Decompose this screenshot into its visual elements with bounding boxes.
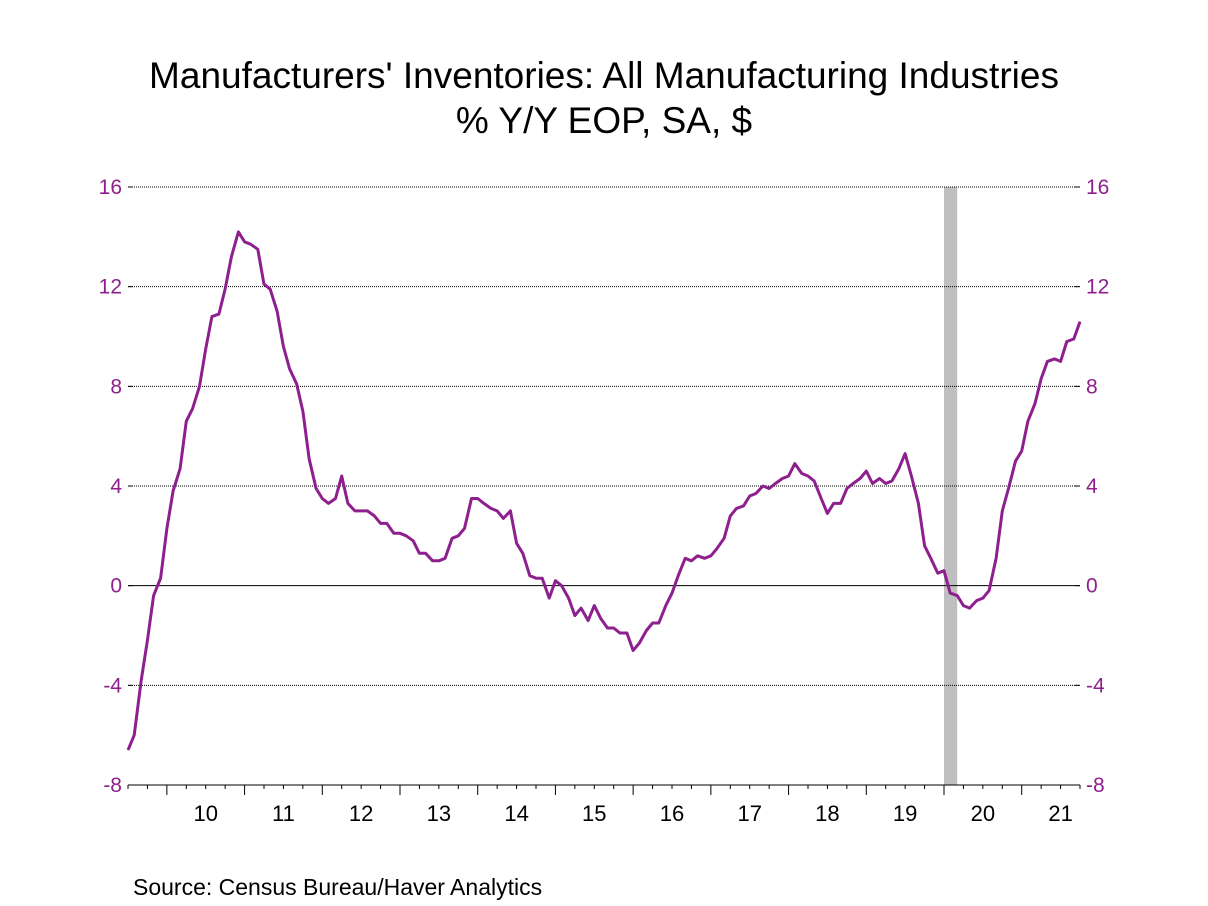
y-tick-label-left: 16	[99, 176, 122, 199]
y-tick-label-right: 4	[1086, 475, 1098, 498]
y-tick-label-left: 0	[110, 575, 122, 598]
x-tick-label: 12	[349, 801, 373, 826]
x-tick-label: 13	[427, 801, 451, 826]
y-tick-label-right: 8	[1086, 375, 1098, 398]
y-tick-label-left: 8	[110, 375, 122, 398]
x-tick-label: 16	[660, 801, 684, 826]
y-tick-label-left: 4	[110, 475, 122, 498]
x-tick-label: 18	[815, 801, 839, 826]
grid-layer	[128, 186, 1080, 686]
chart-title: Manufacturers' Inventories: All Manufact…	[149, 55, 1059, 96]
x-tick-label: 15	[582, 801, 606, 826]
x-tick-label: 10	[193, 801, 217, 826]
series-line	[126, 230, 1082, 751]
source-note: Source: Census Bureau/Haver Analytics	[133, 874, 543, 900]
tick-label-layer: -8 -8 -4 -4 0 0 4 4 8 8 12 12 16 16 10 11 12 13 14 15 16 17 18…	[99, 176, 1110, 826]
x-tick-label: 11	[272, 801, 295, 826]
y-tick-label-right: 16	[1086, 176, 1109, 199]
x-tick-label: 17	[737, 801, 761, 826]
axis-layer	[127, 186, 1081, 795]
y-tick-label-left: 12	[99, 276, 122, 299]
y-tick-label-right: 12	[1086, 276, 1109, 299]
x-tick-label: 20	[971, 801, 995, 826]
y-tick-label-left: -8	[103, 774, 122, 797]
x-tick-label: 14	[504, 801, 528, 826]
y-tick-label-right: -4	[1086, 674, 1105, 697]
series-layer	[126, 230, 1082, 751]
y-tick-label-right: -8	[1086, 774, 1105, 797]
y-tick-label-left: -4	[103, 674, 122, 697]
y-tick-label-right: 0	[1086, 575, 1098, 598]
x-tick-label: 19	[893, 801, 917, 826]
chart-subtitle: % Y/Y EOP, SA, $	[455, 100, 753, 141]
x-tick-label: 21	[1048, 801, 1072, 826]
